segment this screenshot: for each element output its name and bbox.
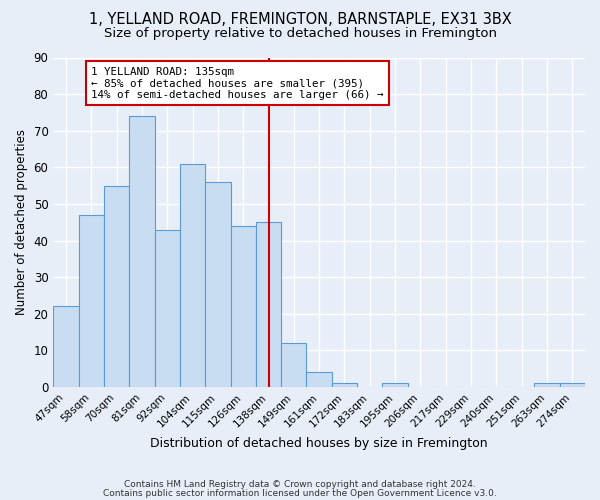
Bar (307, 372, 332, 387)
Bar (180, 164, 205, 387)
Text: Contains HM Land Registry data © Crown copyright and database right 2024.: Contains HM Land Registry data © Crown c… (124, 480, 476, 489)
Bar (79, 215, 104, 387)
X-axis label: Distribution of detached houses by size in Fremington: Distribution of detached houses by size … (151, 437, 488, 450)
Bar (205, 182, 230, 387)
Bar (155, 230, 180, 387)
Bar (129, 116, 155, 387)
Bar (53, 306, 79, 387)
Bar (104, 186, 129, 387)
Text: Contains public sector information licensed under the Open Government Licence v3: Contains public sector information licen… (103, 488, 497, 498)
Bar (382, 384, 408, 387)
Bar (281, 343, 307, 387)
Bar (256, 222, 281, 387)
Text: 1, YELLAND ROAD, FREMINGTON, BARNSTAPLE, EX31 3BX: 1, YELLAND ROAD, FREMINGTON, BARNSTAPLE,… (89, 12, 511, 28)
Bar (332, 384, 357, 387)
Bar (230, 226, 256, 387)
Bar (560, 384, 585, 387)
Y-axis label: Number of detached properties: Number of detached properties (15, 129, 28, 315)
Text: Size of property relative to detached houses in Fremington: Size of property relative to detached ho… (104, 28, 497, 40)
Text: 1 YELLAND ROAD: 135sqm
← 85% of detached houses are smaller (395)
14% of semi-de: 1 YELLAND ROAD: 135sqm ← 85% of detached… (91, 66, 384, 100)
Bar (535, 384, 560, 387)
